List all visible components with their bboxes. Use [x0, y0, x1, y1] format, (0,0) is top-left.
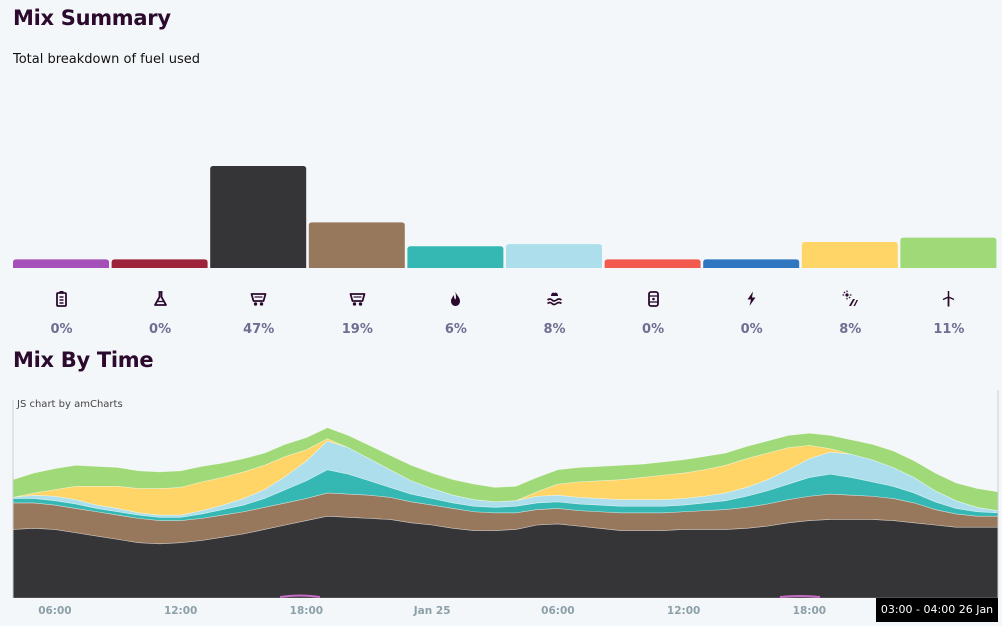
fuel-percent: 19% [341, 322, 373, 337]
x-tick-label: Jan 25 [413, 605, 451, 617]
fuel-item-0: 0% [13, 290, 110, 337]
x-tick-label: 12:00 [163, 605, 198, 617]
mix-summary-title: Mix Summary [13, 6, 171, 30]
flame-icon [407, 290, 504, 316]
chart-credit[interactable]: JS chart by amCharts [17, 399, 123, 410]
x-tick-label: 12:00 [666, 605, 701, 617]
fuel-percent: 8% [543, 322, 566, 337]
fuel-item-7: 0% [703, 290, 800, 337]
mix-by-time-area-chart [12, 390, 999, 599]
water-icon [506, 290, 603, 316]
fuel-item-1: 0% [112, 290, 209, 337]
fuel-percent: 6% [444, 322, 467, 337]
bolt-icon [703, 290, 800, 316]
x-tick-label: 06:00 [541, 605, 575, 617]
fuel-percent: 0% [642, 322, 665, 337]
x-tick-label: 18:00 [289, 605, 324, 617]
fuel-item-4: 6% [407, 290, 504, 337]
summary-bar-2[interactable] [210, 166, 307, 268]
mix-by-time-title: Mix By Time [13, 348, 154, 372]
wind-turbine-icon [900, 290, 997, 316]
x-tick-label: 06:00 [38, 605, 72, 617]
fuel-item-3: 19% [309, 290, 406, 337]
summary-bar-5[interactable] [506, 244, 602, 268]
summary-bar-4[interactable] [407, 246, 504, 268]
fuel-item-5: 8% [506, 290, 603, 337]
summary-bar-8[interactable] [801, 241, 898, 268]
fuel-percent: 47% [243, 322, 275, 337]
summary-bar-1[interactable] [111, 259, 208, 268]
summary-bar-0[interactable] [13, 259, 109, 268]
summary-bar-6[interactable] [604, 259, 701, 268]
fuel-item-2: 47% [210, 290, 307, 337]
fuel-item-8: 8% [802, 290, 899, 337]
battery-icon [13, 290, 110, 316]
oil-barrel-icon [605, 290, 702, 316]
fuel-percent: 0% [149, 322, 172, 337]
summary-bar-7[interactable] [703, 259, 800, 268]
fuel-item-6: 0% [605, 290, 702, 337]
summary-bar-9[interactable] [900, 237, 997, 268]
solar-icon [802, 290, 899, 316]
flask-icon [112, 290, 209, 316]
summary-bar-3[interactable] [308, 222, 405, 268]
fuel-item-9: 11% [900, 290, 997, 337]
minor-series-trace [279, 594, 821, 598]
coal-cart-icon [309, 290, 406, 316]
mix-summary-bar-chart [13, 166, 997, 268]
coal-cart-icon [210, 290, 307, 316]
fuel-percent: 11% [933, 322, 965, 337]
fuel-percent: 0% [50, 322, 73, 337]
mix-summary-subtitle: Total breakdown of fuel used [13, 52, 200, 67]
fuel-percent: 0% [740, 322, 763, 337]
x-tick-label: 18:00 [792, 605, 827, 617]
time-cursor-tooltip: 03:00 - 04:00 26 Jan [876, 598, 998, 622]
fuel-percent: 8% [839, 322, 862, 337]
